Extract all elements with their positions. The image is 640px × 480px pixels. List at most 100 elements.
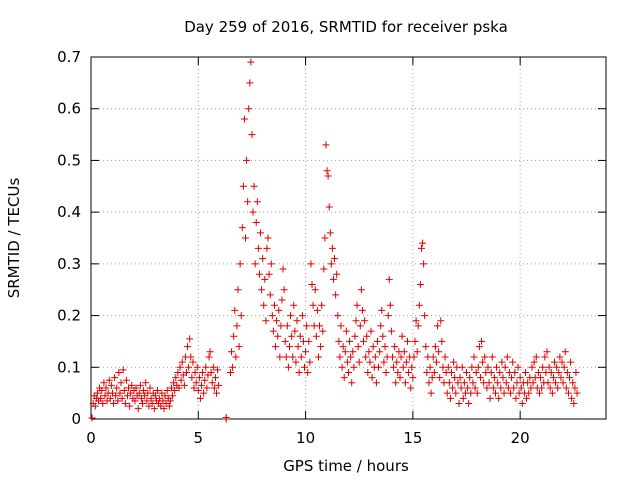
data-point — [348, 379, 356, 387]
data-point — [379, 332, 387, 340]
data-point — [400, 348, 408, 356]
x-tick-label: 10 — [296, 429, 315, 447]
data-point — [293, 317, 301, 325]
data-point — [283, 322, 291, 330]
data-point — [560, 363, 568, 371]
data-point — [516, 374, 524, 382]
y-tick-label: 0.5 — [57, 151, 81, 169]
data-point — [530, 358, 538, 366]
data-point — [380, 358, 388, 366]
data-point — [253, 198, 261, 206]
data-point — [121, 399, 129, 407]
data-point — [423, 368, 431, 376]
data-point — [351, 332, 359, 340]
data-point — [356, 322, 364, 330]
data-point — [226, 368, 234, 376]
data-point — [169, 392, 177, 400]
data-point — [367, 327, 375, 335]
data-point — [360, 337, 368, 345]
data-point — [210, 384, 218, 392]
data-point — [122, 376, 130, 384]
data-point — [246, 79, 254, 87]
data-point — [517, 384, 525, 392]
data-point — [573, 389, 581, 397]
data-point — [537, 374, 545, 382]
data-point — [434, 322, 442, 330]
data-point — [392, 379, 400, 387]
data-point — [335, 337, 343, 345]
data-point — [295, 368, 303, 376]
data-point — [111, 374, 119, 382]
data-point — [275, 306, 283, 314]
data-point — [478, 337, 486, 345]
data-point — [544, 379, 552, 387]
data-point — [568, 394, 576, 402]
data-point — [258, 286, 266, 294]
data-point — [557, 374, 565, 382]
data-point — [242, 234, 249, 242]
data-point — [369, 343, 377, 351]
data-point — [107, 381, 115, 389]
data-point — [476, 374, 484, 382]
data-point — [354, 343, 362, 351]
data-point — [336, 353, 344, 361]
data-point — [428, 374, 436, 382]
data-point — [262, 317, 270, 325]
data-point — [120, 387, 128, 395]
data-point — [268, 312, 276, 320]
data-point — [561, 348, 569, 356]
data-point — [385, 275, 393, 283]
data-point — [334, 312, 342, 320]
data-point — [163, 387, 171, 395]
data-point — [343, 358, 351, 366]
data-point — [469, 379, 477, 387]
data-point — [386, 301, 394, 309]
data-point — [264, 234, 272, 242]
data-point — [390, 363, 398, 371]
data-point — [569, 379, 577, 387]
data-point — [547, 368, 555, 376]
data-point — [494, 379, 502, 387]
data-point — [352, 317, 360, 325]
data-point — [302, 348, 310, 356]
data-point — [171, 387, 179, 395]
data-point — [410, 353, 418, 361]
data-point — [211, 374, 219, 382]
data-point — [376, 348, 384, 356]
data-point — [209, 363, 217, 371]
data-point — [541, 353, 549, 361]
data-point — [481, 353, 489, 361]
data-point — [255, 270, 263, 278]
data-point — [269, 327, 277, 335]
data-point — [489, 384, 497, 392]
data-point — [455, 399, 463, 407]
data-point — [563, 368, 571, 376]
data-point — [382, 368, 390, 376]
data-point — [421, 312, 429, 320]
data-point — [118, 394, 126, 402]
data-point — [422, 343, 430, 351]
data-point — [361, 317, 369, 325]
data-point — [93, 389, 101, 397]
data-point — [464, 384, 472, 392]
data-point — [134, 405, 142, 413]
data-point — [234, 286, 242, 294]
data-point — [100, 379, 108, 387]
data-point — [357, 286, 365, 294]
data-point — [460, 379, 468, 387]
y-tick-label: 0.1 — [57, 358, 81, 376]
data-point — [490, 374, 498, 382]
data-point — [496, 368, 504, 376]
data-point — [508, 374, 516, 382]
data-point — [419, 239, 427, 247]
data-point — [326, 229, 334, 237]
data-point — [409, 374, 417, 382]
axis-ticks: 0 0.1 0.2 0.3 0.4 0.5 0.6 0.7 0 5 10 15 20 — [57, 48, 606, 447]
data-point — [518, 399, 526, 407]
y-tick-label: 0.2 — [57, 307, 81, 325]
data-point — [252, 218, 260, 226]
data-point — [341, 348, 349, 356]
data-point — [143, 397, 151, 405]
data-point — [436, 374, 444, 382]
data-point — [413, 348, 421, 356]
